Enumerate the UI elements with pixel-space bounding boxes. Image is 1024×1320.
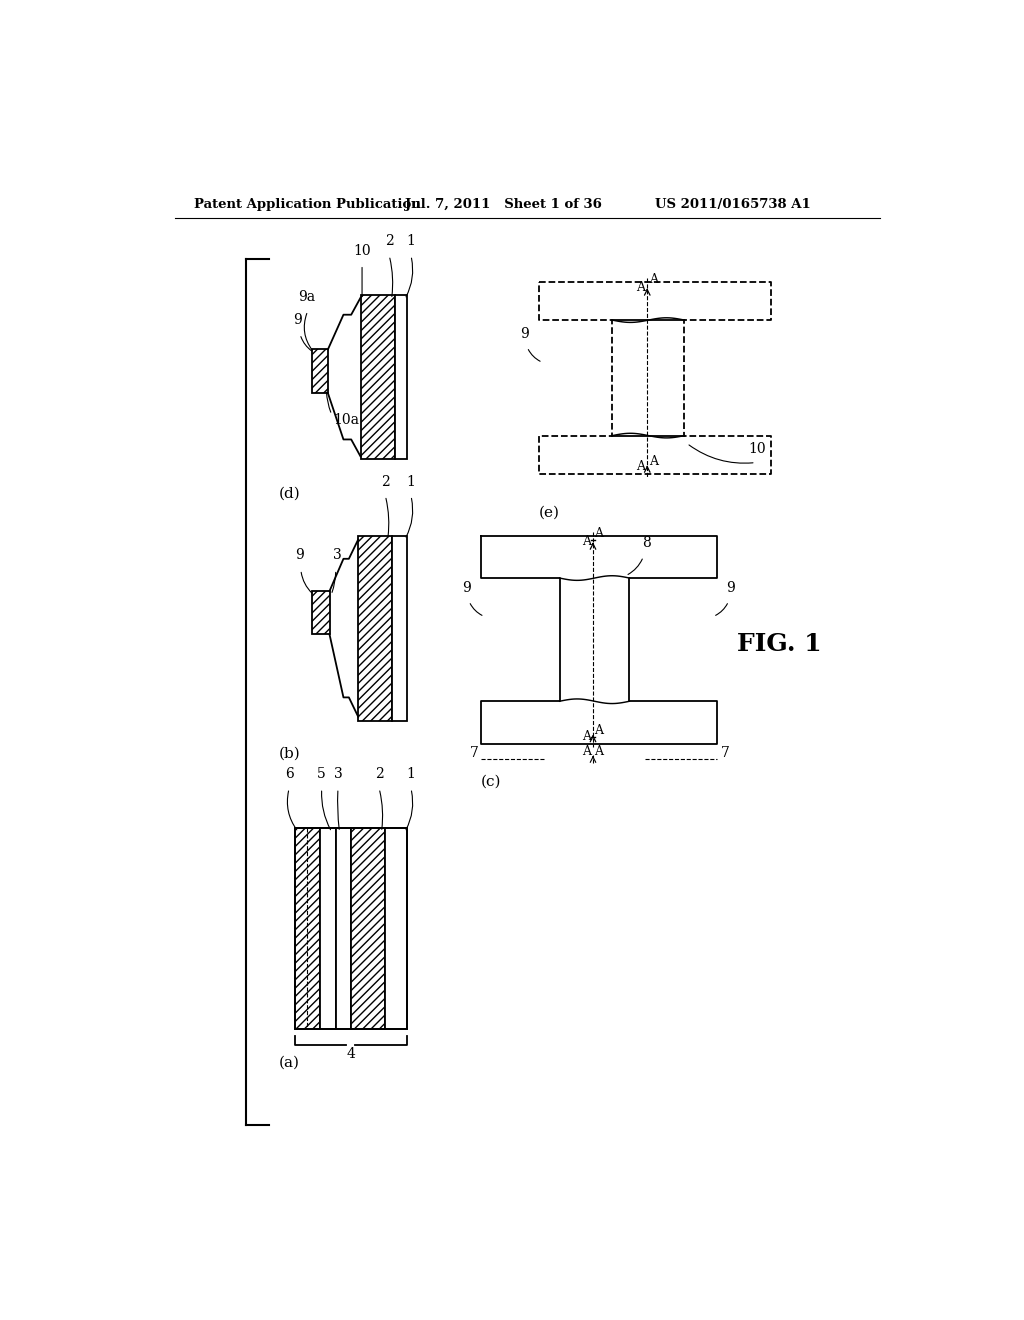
Text: 8: 8 xyxy=(642,536,651,550)
Text: (d): (d) xyxy=(280,486,301,500)
Text: A: A xyxy=(595,527,603,540)
Bar xyxy=(360,296,395,459)
Bar xyxy=(311,591,330,635)
Text: 2: 2 xyxy=(385,235,393,248)
Text: US 2011/0165738 A1: US 2011/0165738 A1 xyxy=(655,198,811,211)
Bar xyxy=(391,536,407,721)
Text: A: A xyxy=(582,730,591,743)
Text: 10a: 10a xyxy=(334,413,359,428)
Text: (a): (a) xyxy=(280,1056,300,1071)
Text: 9: 9 xyxy=(520,327,529,341)
Text: 9a: 9a xyxy=(298,290,314,304)
Text: 3: 3 xyxy=(333,548,342,562)
Text: A: A xyxy=(582,535,591,548)
Text: 7: 7 xyxy=(721,747,730,760)
Text: 5: 5 xyxy=(317,767,326,781)
Text: A: A xyxy=(636,281,645,294)
Text: 1: 1 xyxy=(407,235,416,248)
Bar xyxy=(385,829,407,1028)
Text: (c): (c) xyxy=(480,775,501,789)
Text: A: A xyxy=(649,273,657,286)
Text: A: A xyxy=(636,461,645,474)
Bar xyxy=(295,829,321,1028)
Text: (b): (b) xyxy=(280,747,301,760)
Text: Patent Application Publication: Patent Application Publication xyxy=(194,198,421,211)
Text: A: A xyxy=(595,725,603,738)
Text: A: A xyxy=(595,746,603,758)
Text: 10: 10 xyxy=(749,442,766,455)
Text: 1: 1 xyxy=(407,475,416,488)
Bar xyxy=(311,350,328,393)
Bar xyxy=(321,829,336,1028)
Text: A: A xyxy=(582,746,591,758)
Text: 7: 7 xyxy=(469,747,478,760)
Bar xyxy=(358,536,391,721)
Text: 9: 9 xyxy=(295,548,304,562)
Text: 9: 9 xyxy=(727,581,735,595)
Text: A: A xyxy=(649,455,657,467)
Text: 9: 9 xyxy=(462,581,471,595)
Text: 4: 4 xyxy=(346,1047,355,1061)
Text: 1: 1 xyxy=(407,767,416,781)
Bar xyxy=(395,296,407,459)
Text: 3: 3 xyxy=(334,767,342,781)
Text: 10: 10 xyxy=(353,244,371,259)
Text: 9: 9 xyxy=(293,313,302,327)
Bar xyxy=(295,829,407,1028)
Text: 6: 6 xyxy=(285,767,294,781)
Text: FIG. 1: FIG. 1 xyxy=(736,632,821,656)
Text: (e): (e) xyxy=(539,506,560,520)
Bar xyxy=(336,829,351,1028)
Bar xyxy=(351,829,385,1028)
Text: 2: 2 xyxy=(381,475,390,488)
Text: 2: 2 xyxy=(375,767,383,781)
Text: Jul. 7, 2011   Sheet 1 of 36: Jul. 7, 2011 Sheet 1 of 36 xyxy=(406,198,602,211)
